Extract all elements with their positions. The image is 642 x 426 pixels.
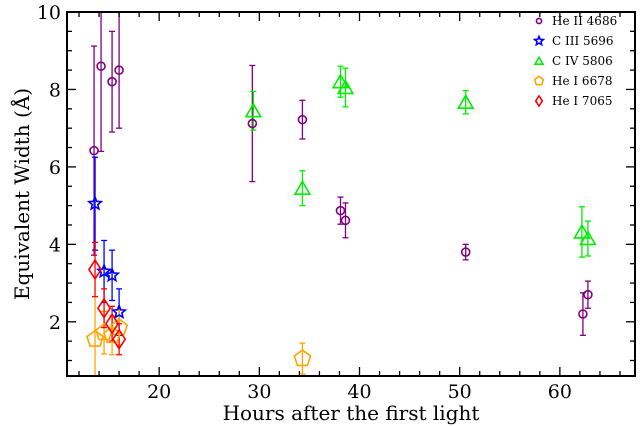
- data-point: [95, 323, 114, 341]
- error-bar: [299, 99, 306, 140]
- legend-label: C IV 5806: [552, 54, 613, 68]
- error-bar: [337, 196, 344, 225]
- data-markers: [86, 61, 597, 367]
- data-point: [573, 223, 591, 239]
- legend-item: He I 6678: [533, 74, 612, 88]
- legend-marker: [535, 17, 543, 25]
- error-bar: [342, 202, 349, 239]
- y-axis-title: Equivalent Width (Å): [9, 88, 34, 300]
- x-tick-label: 30: [247, 381, 271, 403]
- x-axis-title: Hours after the first light: [223, 401, 480, 425]
- legend-item: He II 4686: [535, 14, 617, 28]
- data-point: [456, 93, 475, 109]
- x-tick-label: 50: [448, 381, 472, 403]
- legend-item: C IV 5806: [533, 54, 613, 68]
- error-bar: [299, 342, 306, 375]
- y-tick-label: 4: [49, 234, 61, 256]
- error-bar: [337, 65, 344, 98]
- data-point: [103, 266, 121, 283]
- y-tick-label: 2: [49, 312, 61, 334]
- legend-label: C III 5696: [552, 34, 614, 48]
- error-bar: [250, 90, 257, 131]
- data-point: [336, 79, 355, 95]
- legend-label: He I 7065: [552, 94, 612, 108]
- data-point: [583, 289, 593, 300]
- data-point: [105, 312, 120, 335]
- data-point: [107, 76, 117, 87]
- data-point: [331, 73, 350, 89]
- data-point: [112, 328, 127, 351]
- x-tick-labels: 20 30 40 50 60: [147, 381, 572, 403]
- error-bar: [116, 12, 123, 129]
- error-bar: [109, 30, 116, 133]
- error-bar: [579, 292, 586, 336]
- data-point: [96, 61, 106, 72]
- data-point: [96, 297, 112, 320]
- legend-label: He II 4686: [552, 14, 617, 28]
- error-bar: [98, 12, 105, 153]
- data-point: [95, 262, 113, 279]
- error-bars: [91, 12, 591, 376]
- error-bar: [116, 323, 123, 356]
- y-tick-labels: 2 4 6 8 10: [37, 2, 61, 334]
- data-point: [293, 349, 312, 367]
- error-bar: [101, 288, 108, 329]
- error-bar: [584, 280, 591, 309]
- data-point: [578, 309, 588, 319]
- error-bar: [92, 156, 99, 251]
- legend-item: C III 5696: [532, 34, 614, 48]
- x-tick-label: 20: [147, 381, 171, 403]
- legend-item: He I 7065: [534, 94, 612, 108]
- error-bar: [91, 45, 98, 256]
- plot-frame: [66, 11, 636, 377]
- legend: He II 4686 C III 5696 C IV 5806 He I 6678 He…: [532, 14, 617, 108]
- error-bar: [109, 249, 116, 302]
- data-point: [297, 114, 308, 125]
- axis-ticks: [67, 11, 635, 376]
- x-tick-label: 40: [347, 381, 371, 403]
- x-tick-label: 60: [548, 381, 572, 403]
- data-point: [340, 215, 351, 226]
- error-bar: [299, 170, 306, 207]
- error-bar: [249, 64, 256, 183]
- error-bar: [578, 206, 585, 258]
- y-tick-label: 10: [37, 2, 61, 24]
- data-point: [244, 102, 263, 118]
- data-point: [335, 205, 346, 216]
- error-bar: [462, 243, 469, 261]
- legend-marker: [532, 34, 546, 47]
- data-point: [89, 145, 99, 156]
- y-tick-label: 6: [49, 157, 61, 179]
- data-point: [247, 118, 258, 129]
- data-point: [110, 303, 128, 320]
- data-point: [114, 65, 124, 75]
- legend-marker: [533, 55, 545, 66]
- data-point: [86, 195, 104, 211]
- error-bar: [92, 295, 99, 376]
- data-point: [579, 230, 597, 246]
- error-bar: [92, 241, 99, 298]
- data-point: [293, 179, 312, 195]
- legend-label: He I 6678: [552, 74, 612, 88]
- y-tick-label: 8: [49, 79, 61, 101]
- data-point: [87, 258, 103, 281]
- data-point: [86, 329, 105, 347]
- data-point: [460, 247, 471, 257]
- legend-marker: [534, 94, 544, 108]
- data-point: [110, 318, 129, 336]
- legend-marker: [533, 75, 545, 86]
